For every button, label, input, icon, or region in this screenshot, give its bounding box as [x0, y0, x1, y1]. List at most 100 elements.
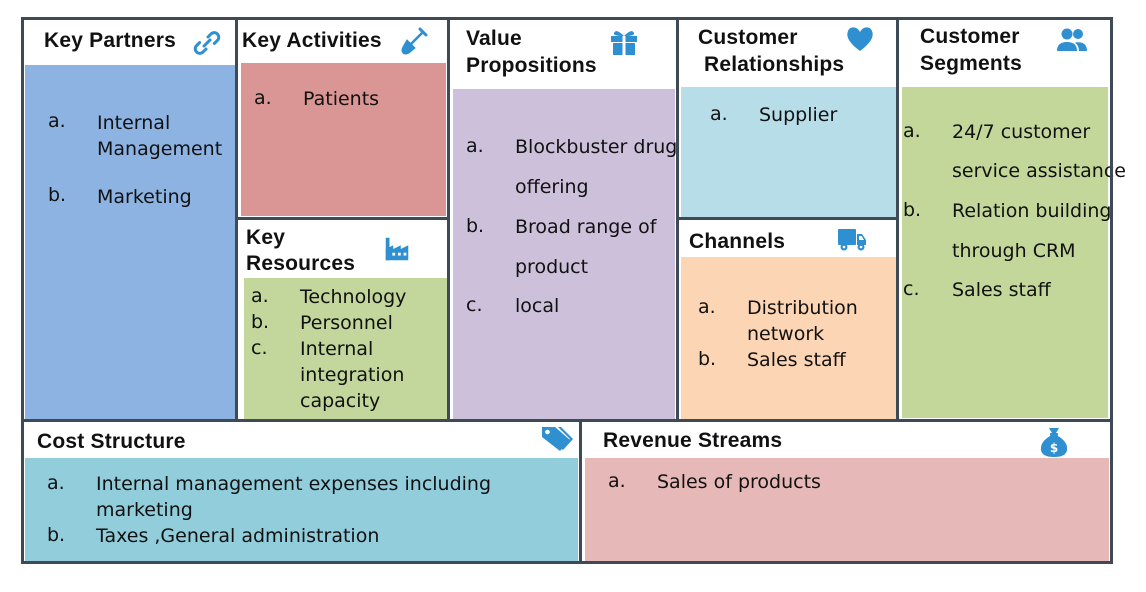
channels-title: Channels	[689, 230, 786, 253]
customer-relationships-body	[681, 87, 896, 218]
item-text: Distribution	[747, 297, 858, 319]
item-letter: a.	[48, 110, 66, 132]
item-text: offering	[515, 176, 589, 198]
shovel-icon	[401, 27, 428, 55]
list-item: a. Distribution network	[698, 296, 888, 352]
item-text: marketing	[96, 499, 193, 521]
item-text: Marketing	[97, 186, 192, 208]
item-text: Technology	[300, 286, 407, 308]
list-item: c. local	[466, 294, 676, 324]
item-letter: c.	[466, 294, 483, 316]
item-letter: b.	[466, 215, 485, 237]
money-bag-icon: $	[1040, 428, 1068, 457]
list-item: b. Broad range of product	[466, 215, 676, 278]
key-partners-body	[25, 65, 235, 419]
customer-segments-title-line1: Customer	[920, 25, 1020, 48]
item-text: Relation building	[952, 200, 1112, 222]
key-partners-block: Key Partners a. Internal Management b. M…	[23, 19, 237, 420]
key-resources-title-line1: Key	[246, 226, 286, 249]
item-text: network	[747, 323, 825, 345]
item-letter: a.	[254, 87, 272, 109]
divider	[579, 420, 582, 564]
item-text: through CRM	[952, 240, 1076, 262]
item-letter: b.	[698, 348, 717, 370]
customer-relationships-block: Customer Relationships a. Supplier	[678, 19, 898, 219]
cost-structure-block: Cost Structure a. Internal management ex…	[23, 422, 580, 562]
list-item: b. Taxes ,General administration	[47, 524, 567, 554]
item-letter: a.	[466, 135, 484, 157]
divider	[21, 419, 1113, 422]
list-item: a. Sales of products	[608, 470, 1058, 500]
item-letter: a.	[710, 103, 728, 125]
customer-relationships-title-line2: Relationships	[704, 53, 845, 76]
list-item: a. Blockbuster drug offering	[466, 135, 677, 198]
key-resources-block: Key Resources a. Technology b. Personnel…	[238, 221, 449, 420]
factory-icon	[385, 237, 409, 261]
list-item: a. Internal Management	[48, 110, 238, 170]
item-text: Taxes ,General administration	[96, 525, 380, 547]
list-item: b. Sales staff	[698, 348, 888, 378]
list-item: a. Internal management expenses includin…	[47, 472, 567, 528]
heart-icon	[847, 27, 873, 51]
item-text: Broad range of	[515, 216, 657, 238]
price-tag-icon	[542, 427, 573, 451]
item-letter: b.	[48, 184, 67, 206]
divider	[237, 217, 449, 220]
item-letter: c.	[251, 337, 268, 359]
revenue-streams-block: Revenue Streams $ a. Sales of products	[582, 422, 1111, 562]
item-letter: a.	[608, 470, 626, 492]
divider	[678, 217, 898, 220]
divider	[676, 17, 679, 421]
list-item: c. Sales staff	[903, 278, 1113, 308]
customer-segments-body	[902, 87, 1108, 418]
cost-structure-body	[25, 458, 578, 561]
value-propositions-block: Value Propositions a. Blockbuster drug o…	[450, 19, 677, 420]
item-letter: c.	[903, 278, 920, 300]
key-partners-title: Key Partners	[44, 29, 176, 52]
item-text: local	[515, 295, 560, 317]
item-letter: a.	[698, 296, 716, 318]
item-letter: b.	[251, 311, 270, 333]
item-text: service assistance	[952, 160, 1126, 182]
truck-icon	[838, 229, 866, 251]
item-text: integration	[300, 364, 405, 386]
key-activities-body	[241, 63, 446, 216]
svg-text:$: $	[1050, 441, 1058, 455]
item-letter: a.	[47, 472, 65, 494]
item-text: Sales staff	[952, 279, 1051, 301]
item-letter: a.	[903, 120, 921, 142]
list-item: a. Technology	[251, 285, 441, 311]
value-propositions-title-line1: Value	[466, 27, 522, 50]
item-text: 24/7 customer	[952, 121, 1091, 143]
item-text: product	[515, 256, 589, 278]
channels-block: Channels a. Distribution network b. Sale…	[678, 221, 898, 420]
divider	[235, 17, 238, 421]
customer-relationships-title-line1: Customer	[698, 26, 798, 49]
list-item: a. 24/7 customer service assistance	[903, 120, 1126, 182]
item-text: Sales of products	[657, 471, 821, 493]
key-activities-title: Key Activities	[242, 29, 382, 52]
list-item: c. Internal integration capacity	[251, 337, 441, 417]
key-resources-title-line2: Resources	[246, 252, 356, 275]
key-resources-body	[244, 278, 447, 419]
cost-structure-title: Cost Structure	[37, 430, 186, 453]
item-text: Personnel	[300, 312, 393, 334]
list-item: a. Supplier	[710, 103, 890, 133]
item-text: Internal	[300, 338, 374, 360]
value-propositions-body	[453, 89, 675, 419]
channels-body	[681, 257, 896, 419]
item-text: Supplier	[759, 104, 838, 126]
list-item: a. Patients	[254, 87, 434, 117]
revenue-streams-body	[585, 458, 1109, 561]
customer-segments-title-line2: Segments	[920, 52, 1022, 75]
customer-segments-block: Customer Segments a. 24/7 customer servi…	[899, 19, 1126, 420]
item-letter: a.	[251, 285, 269, 307]
link-icon	[193, 31, 221, 55]
item-letter: b.	[47, 524, 66, 546]
item-text: Patients	[303, 88, 380, 110]
list-item: b. Marketing	[48, 184, 238, 214]
value-propositions-title-line2: Propositions	[466, 54, 597, 77]
item-text: Internal	[97, 112, 171, 134]
item-text: Management	[97, 138, 223, 160]
